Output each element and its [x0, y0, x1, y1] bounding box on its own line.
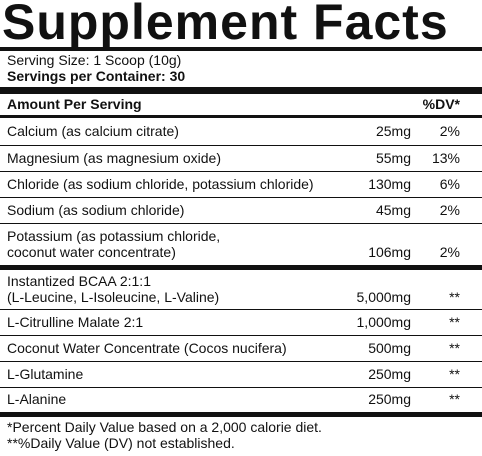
nutrient-amount: 45mg — [375, 202, 411, 218]
ingredient-dv: ** — [449, 391, 460, 407]
daily-value-header: %DV* — [422, 96, 460, 112]
ingredient-dv: ** — [449, 340, 460, 356]
nutrient-dv: 2% — [439, 202, 460, 218]
ingredient-amount: 5,000mg — [356, 289, 411, 305]
ingredient-name: L-Citrulline Malate 2:1 — [7, 314, 144, 330]
section-thick-rule — [0, 265, 482, 270]
nutrient-name: Chloride (as sodium chloride, potassium … — [7, 176, 314, 192]
ingredient-dv: ** — [449, 289, 460, 305]
ingredient-amount: 1,000mg — [356, 314, 411, 330]
row-divider — [0, 171, 482, 172]
nutrient-name: Calcium (as calcium citrate) — [7, 123, 179, 139]
ingredient-name: L-Glutamine — [7, 366, 84, 382]
header-rule — [0, 115, 482, 118]
row-divider — [0, 387, 482, 388]
ingredient-dv: ** — [449, 366, 460, 382]
row-divider — [0, 309, 482, 310]
ingredient-name: Coconut Water Concentrate (Cocos nucifer… — [7, 340, 287, 356]
nutrient-amount: 106mg — [368, 244, 411, 260]
row-divider — [0, 197, 482, 198]
ingredient-amount: 250mg — [368, 391, 411, 407]
header-thick-rule — [0, 87, 482, 94]
row-divider — [0, 145, 482, 146]
nutrient-dv: 2% — [439, 244, 460, 260]
nutrient-dv: 6% — [439, 176, 460, 192]
nutrient-dv: 2% — [439, 123, 460, 139]
footnote-dv: *Percent Daily Value based on a 2,000 ca… — [7, 419, 322, 435]
ingredient-name: L-Alanine — [7, 391, 67, 407]
panel-title: Supplement Facts — [2, 0, 449, 50]
row-divider — [0, 223, 482, 224]
row-divider — [0, 361, 482, 362]
servings-per-container: Servings per Container: 30 — [7, 68, 186, 84]
ingredient-amount: 250mg — [368, 366, 411, 382]
nutrient-name: Potassium (as potassium chloride, — [7, 228, 221, 244]
ingredient-name-line2: (L-Leucine, L-Isoleucine, L-Valine) — [7, 289, 220, 305]
ingredient-amount: 500mg — [368, 340, 411, 356]
ingredient-dv: ** — [449, 314, 460, 330]
row-divider — [0, 335, 482, 336]
amount-per-serving-header: Amount Per Serving — [7, 96, 142, 112]
nutrient-name: Sodium (as sodium chloride) — [7, 202, 185, 218]
nutrient-amount: 25mg — [375, 123, 411, 139]
serving-size: Serving Size: 1 Scoop (10g) — [7, 52, 182, 68]
nutrient-name-line2: coconut water concentrate) — [7, 244, 176, 260]
nutrient-amount: 55mg — [375, 150, 411, 166]
ingredient-name: Instantized BCAA 2:1:1 — [7, 273, 151, 289]
nutrient-name: Magnesium (as magnesium oxide) — [7, 150, 221, 166]
footer-thick-rule — [0, 412, 482, 417]
nutrient-dv: 13% — [431, 150, 460, 166]
nutrient-amount: 130mg — [368, 176, 411, 192]
title-rule — [0, 47, 482, 51]
footnote-not-established: **%Daily Value (DV) not established. — [7, 435, 235, 451]
